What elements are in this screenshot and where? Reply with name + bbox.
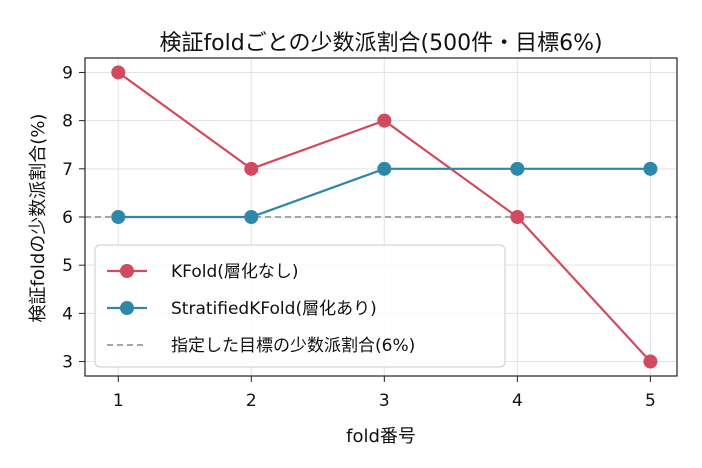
series-1-point — [643, 161, 658, 176]
y-axis-label: 検証foldの少数派割合(%) — [28, 114, 49, 323]
legend: KFold(層化なし) StratifiedKFold(層化あり) 指定した目標の少… — [94, 244, 506, 368]
series-0-point — [643, 354, 658, 369]
legend-label-2: 指定した目標の少数派割合(6%) — [171, 336, 415, 356]
series-1-point — [510, 161, 525, 176]
legend-label-0: KFold(層化なし) — [171, 262, 299, 282]
legend-marker-0 — [120, 264, 134, 278]
y-tick-label: 8 — [62, 112, 73, 132]
series-0-point — [377, 113, 392, 128]
y-tick-label: 9 — [62, 63, 73, 83]
y-tick-label: 7 — [62, 160, 73, 180]
legend-marker-1 — [120, 301, 134, 315]
x-tick-label: 5 — [645, 391, 656, 411]
x-tick-label: 4 — [512, 391, 523, 411]
y-tick-label: 6 — [62, 208, 73, 228]
y-tick-label: 5 — [62, 256, 73, 276]
x-axis-label: fold番号 — [346, 426, 416, 447]
x-tick-label: 3 — [379, 391, 390, 411]
tick-layer: 3 4 5 6 7 8 9 1 2 3 4 5 — [62, 63, 656, 411]
x-tick-label: 1 — [113, 391, 124, 411]
y-tick-label: 3 — [62, 353, 73, 373]
series-1-point — [111, 210, 126, 224]
series-0-point — [244, 161, 259, 176]
chart-title: 検証foldごとの少数派割合(500件・目標6%) — [159, 31, 602, 56]
series-0-point — [111, 65, 126, 80]
x-tick-label: 2 — [246, 391, 257, 411]
legend-box — [94, 244, 506, 368]
series-1-point — [244, 210, 259, 224]
series-1-point — [377, 161, 392, 176]
legend-label-1: StratifiedKFold(層化あり) — [171, 299, 377, 319]
y-tick-label: 4 — [62, 304, 73, 324]
series-layer — [111, 65, 658, 369]
series-0-point — [510, 210, 525, 224]
